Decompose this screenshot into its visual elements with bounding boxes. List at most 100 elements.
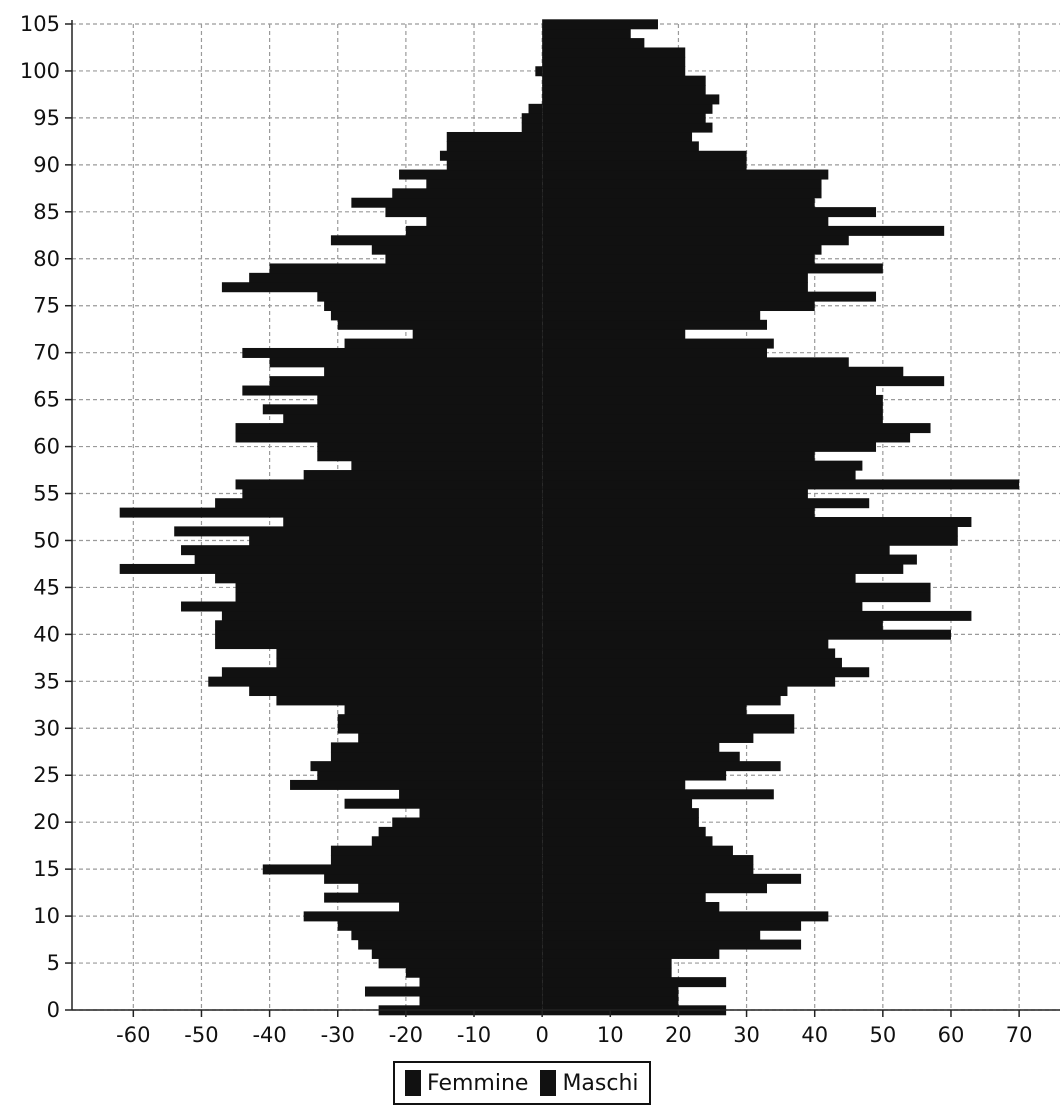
bar-maschi-age-29 xyxy=(542,732,754,743)
legend-item-femmine: Femmine xyxy=(405,1070,528,1096)
bar-maschi-age-88 xyxy=(542,178,822,189)
x-tick-label: 30 xyxy=(733,1023,760,1047)
bars xyxy=(119,19,1020,1016)
bar-maschi-age-33 xyxy=(542,695,781,706)
x-tick-label: -10 xyxy=(457,1023,491,1047)
bar-maschi-age-14 xyxy=(542,873,802,884)
legend-swatch-femmine xyxy=(405,1070,421,1096)
bar-femmine-age-61 xyxy=(235,432,543,443)
bar-femmine-age-66 xyxy=(242,385,543,396)
bar-maschi-age-26 xyxy=(542,761,781,772)
bar-femmine-age-46 xyxy=(215,573,543,584)
bar-femmine-age-16 xyxy=(330,855,543,866)
bar-femmine-age-54 xyxy=(215,498,543,509)
bar-maschi-age-86 xyxy=(542,197,815,208)
bar-femmine-age-3 xyxy=(419,977,543,988)
bar-femmine-age-75 xyxy=(324,301,543,312)
bar-maschi-age-49 xyxy=(542,545,890,556)
y-tick-label: 80 xyxy=(33,247,60,271)
x-tick-label: -40 xyxy=(252,1023,286,1047)
bar-femmine-age-100 xyxy=(535,66,543,77)
bar-maschi-age-83 xyxy=(542,225,945,236)
bar-femmine-age-87 xyxy=(392,188,543,199)
bar-maschi-age-72 xyxy=(542,329,686,340)
bar-femmine-age-15 xyxy=(262,864,543,875)
bar-femmine-age-50 xyxy=(249,535,543,546)
bar-femmine-age-69 xyxy=(269,357,543,368)
bar-maschi-age-54 xyxy=(542,498,870,509)
bar-femmine-age-94 xyxy=(521,122,543,133)
bar-maschi-age-64 xyxy=(542,404,883,415)
bar-maschi-age-100 xyxy=(542,66,686,77)
legend: Femmine Maschi xyxy=(393,1061,651,1105)
bar-femmine-age-13 xyxy=(358,883,543,894)
y-tick-label: 95 xyxy=(33,106,60,130)
bar-maschi-age-10 xyxy=(542,911,829,922)
bar-maschi-age-73 xyxy=(542,319,768,330)
bar-maschi-age-78 xyxy=(542,272,808,283)
y-tick-label: 20 xyxy=(33,810,60,834)
bar-maschi-age-89 xyxy=(542,169,829,180)
bar-maschi-age-15 xyxy=(542,864,754,875)
bar-maschi-age-2 xyxy=(542,986,679,997)
x-tick-label: -60 xyxy=(116,1023,150,1047)
bar-maschi-age-80 xyxy=(542,254,815,265)
bar-maschi-age-70 xyxy=(542,347,768,358)
bar-maschi-age-79 xyxy=(542,263,883,274)
bar-maschi-age-6 xyxy=(542,948,720,959)
bar-femmine-age-68 xyxy=(324,366,543,377)
legend-item-maschi: Maschi xyxy=(540,1070,639,1096)
bar-maschi-age-77 xyxy=(542,282,808,293)
bar-femmine-age-1 xyxy=(419,995,543,1006)
bar-femmine-age-67 xyxy=(269,376,543,387)
bar-femmine-age-20 xyxy=(392,817,543,828)
bar-maschi-age-43 xyxy=(542,601,863,612)
bar-femmine-age-84 xyxy=(426,216,543,227)
bar-femmine-age-55 xyxy=(242,488,543,499)
bar-femmine-age-96 xyxy=(528,103,543,114)
bar-maschi-age-31 xyxy=(542,714,795,725)
bar-maschi-age-103 xyxy=(542,38,645,49)
y-tick-label: 90 xyxy=(33,153,60,177)
bar-femmine-age-48 xyxy=(194,554,543,565)
bar-femmine-age-85 xyxy=(385,207,543,218)
x-tick-label: -30 xyxy=(321,1023,355,1047)
bar-maschi-age-71 xyxy=(542,338,774,349)
bar-femmine-age-2 xyxy=(364,986,543,997)
bar-maschi-age-8 xyxy=(542,930,761,941)
bar-maschi-age-21 xyxy=(542,808,699,819)
axes xyxy=(65,20,1060,1017)
bar-maschi-age-91 xyxy=(542,150,747,161)
bar-maschi-age-37 xyxy=(542,657,842,668)
bar-maschi-age-32 xyxy=(542,704,747,715)
bar-maschi-age-61 xyxy=(542,432,911,443)
bar-femmine-age-37 xyxy=(276,657,543,668)
bar-maschi-age-11 xyxy=(542,902,720,912)
bar-femmine-age-78 xyxy=(249,272,543,283)
bar-femmine-age-5 xyxy=(378,958,543,969)
bar-maschi-age-46 xyxy=(542,573,856,584)
y-tick-label: 100 xyxy=(20,59,60,83)
bar-femmine-age-34 xyxy=(249,686,543,697)
bar-femmine-age-89 xyxy=(399,169,543,180)
bar-maschi-age-74 xyxy=(542,310,761,321)
bar-maschi-age-47 xyxy=(542,563,904,574)
bar-femmine-age-21 xyxy=(419,808,543,819)
bar-maschi-age-1 xyxy=(542,995,679,1006)
bar-maschi-age-34 xyxy=(542,686,788,697)
bar-femmine-age-91 xyxy=(439,150,543,161)
bar-femmine-age-7 xyxy=(358,939,543,950)
bar-femmine-age-62 xyxy=(235,423,543,434)
bar-femmine-age-81 xyxy=(371,244,543,255)
bar-maschi-age-23 xyxy=(542,789,774,800)
bar-femmine-age-88 xyxy=(426,178,543,189)
bar-femmine-age-8 xyxy=(351,930,543,941)
bar-femmine-age-11 xyxy=(399,902,543,912)
x-tick-label: -20 xyxy=(389,1023,423,1047)
y-tick-label: 105 xyxy=(20,12,60,36)
bar-maschi-age-50 xyxy=(542,535,958,546)
y-tick-label: 15 xyxy=(33,857,60,881)
bar-maschi-age-7 xyxy=(542,939,802,950)
legend-label-maschi: Maschi xyxy=(562,1070,639,1096)
bar-femmine-age-23 xyxy=(399,789,543,800)
